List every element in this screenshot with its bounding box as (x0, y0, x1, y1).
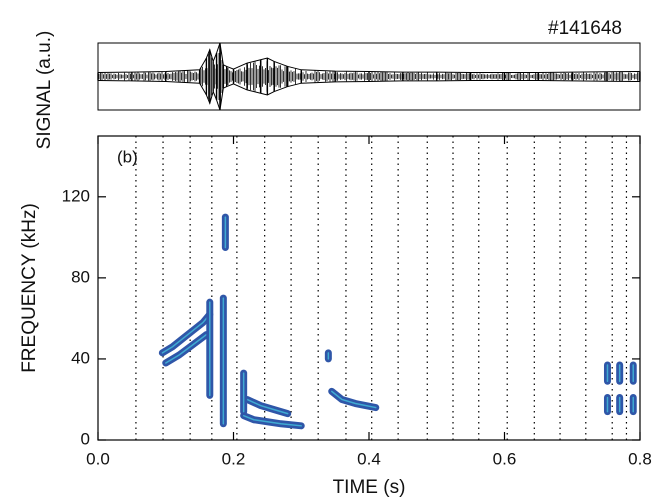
shot-number: #141648 (548, 18, 622, 39)
x-axis-label: TIME (s) (333, 477, 406, 498)
x-tick-label: 0.4 (357, 449, 381, 468)
y-tick-label: 0 (81, 429, 90, 448)
signal-envelope (97, 80, 641, 111)
x-tick-label: 0.2 (222, 449, 246, 468)
y-axis-label: FREQUENCY (kHz) (19, 203, 40, 373)
contour-core (330, 390, 377, 409)
contour-core (246, 398, 289, 415)
x-tick-label: 0.6 (493, 449, 517, 468)
x-tick-label: 0.0 (86, 449, 110, 468)
x-tick-label: 0.8 (628, 449, 652, 468)
signal-envelope (97, 42, 641, 73)
signal-label: SIGNAL (a.u.) (34, 31, 55, 150)
y-tick-label: 80 (71, 267, 90, 286)
contour-core (242, 414, 302, 427)
panel-annotation: (b) (117, 147, 138, 166)
contour-core (161, 313, 211, 354)
contour-feature (328, 387, 380, 412)
plot-frame (97, 135, 641, 441)
contour-core (165, 333, 208, 364)
y-tick-label: 120 (62, 186, 90, 205)
y-tick-label: 40 (71, 348, 90, 367)
